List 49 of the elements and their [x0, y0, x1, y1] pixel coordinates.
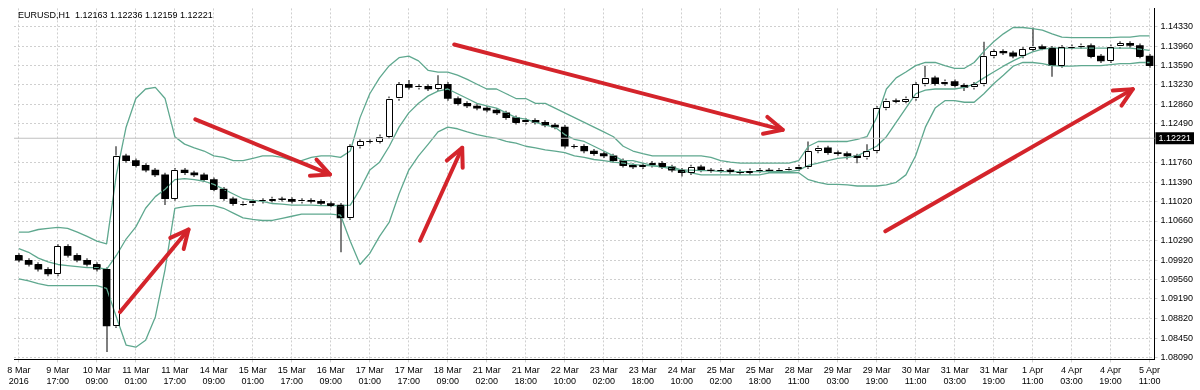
- x-tick-label: 23 Mar 02:00: [589, 365, 618, 387]
- ref-line-label: 1.12221: [1158, 132, 1192, 143]
- y-tick-label: 1.10660: [1160, 215, 1194, 226]
- x-tick-label: 5 Apr 11:00: [1138, 365, 1161, 387]
- x-tick-label: 25 Mar 18:00: [745, 365, 774, 387]
- y-tick-label: 1.11020: [1160, 196, 1193, 207]
- x-tick-label: 15 Mar 17:00: [277, 365, 306, 387]
- y-tick-label: 1.09560: [1160, 273, 1194, 284]
- x-tick-label: 21 Mar 18:00: [511, 365, 540, 387]
- x-tick-label: 31 Mar 03:00: [940, 365, 969, 387]
- x-tick-label: 11 Mar 01:00: [122, 365, 150, 387]
- x-tick-label: 23 Mar 18:00: [628, 365, 657, 387]
- x-tick-label: 16 Mar 09:00: [316, 365, 345, 387]
- x-tick-label: 24 Mar 10:00: [667, 365, 696, 387]
- y-tick-label: 1.08090: [1160, 351, 1194, 362]
- y-tick-label: 1.08450: [1160, 332, 1194, 343]
- y-tick-label: 1.13960: [1160, 40, 1194, 51]
- x-tick-label: 29 Mar 19:00: [862, 365, 891, 387]
- chart-title: EURUSD,H1 1.12163 1.12236 1.12159 1.12221: [18, 10, 213, 21]
- y-tick-label: 1.08820: [1160, 313, 1194, 324]
- y-tick-label: 1.09190: [1160, 293, 1194, 304]
- x-tick-label: 28 Mar 11:00: [784, 365, 813, 387]
- y-tick-label: 1.12860: [1160, 98, 1194, 109]
- y-tick-label: 1.11390: [1160, 176, 1193, 187]
- x-tick-label: 30 Mar 11:00: [901, 365, 930, 387]
- x-tick-label: 21 Mar 02:00: [472, 365, 501, 387]
- x-tick-label: 17 Mar 01:00: [355, 365, 384, 387]
- x-tick-label: 4 Apr 19:00: [1099, 365, 1122, 387]
- y-tick-label: 1.12490: [1160, 118, 1194, 129]
- x-tick-label: 25 Mar 02:00: [706, 365, 735, 387]
- x-tick-label: 14 Mar 09:00: [199, 365, 228, 387]
- x-tick-label: 9 Mar 17:00: [46, 365, 70, 387]
- y-tick-label: 1.10290: [1160, 235, 1194, 246]
- y-tick-label: 1.13230: [1160, 79, 1194, 90]
- y-tick-label: 1.11760: [1160, 157, 1193, 168]
- x-tick-label: 17 Mar 17:00: [394, 365, 423, 387]
- x-tick-label: 29 Mar 03:00: [823, 365, 852, 387]
- x-tick-label: 18 Mar 09:00: [433, 365, 462, 387]
- x-tick-label: 22 Mar 10:00: [550, 365, 579, 387]
- x-tick-label: 1 Apr 11:00: [1021, 365, 1044, 387]
- y-tick-label: 1.09920: [1160, 254, 1194, 265]
- x-tick-label: 8 Mar 2016: [7, 365, 31, 387]
- x-tick-label: 11 Mar 17:00: [161, 365, 189, 387]
- y-tick-label: 1.14330: [1160, 20, 1194, 31]
- x-tick-label: 15 Mar 01:00: [238, 365, 267, 387]
- x-tick-label: 10 Mar 09:00: [82, 365, 111, 387]
- x-tick-label: 31 Mar 19:00: [979, 365, 1008, 387]
- y-tick-label: 1.13590: [1160, 60, 1194, 71]
- x-tick-label: 4 Apr 03:00: [1060, 365, 1083, 387]
